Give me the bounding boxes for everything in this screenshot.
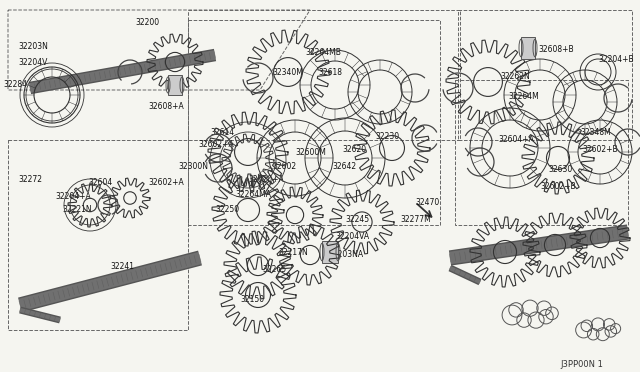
Text: 32204V: 32204V [18,58,47,67]
Text: 32203NA: 32203NA [328,250,363,259]
Text: 32602+A: 32602+A [198,140,234,149]
Text: 32204+A: 32204+A [55,192,91,201]
Text: 32620+A: 32620+A [248,175,284,184]
Text: 32230: 32230 [375,132,399,141]
Text: 32250: 32250 [215,205,239,214]
Text: 32265: 32265 [262,265,286,274]
Text: 32614: 32614 [210,128,234,137]
Bar [521,37,535,59]
Text: 32204VA: 32204VA [335,232,369,241]
Text: 32620: 32620 [342,145,366,154]
Text: 32262N: 32262N [500,72,530,81]
Text: 32264M: 32264M [508,92,539,101]
Text: 32618: 32618 [318,68,342,77]
Text: 32264MA: 32264MA [235,190,271,199]
Text: 32602+B: 32602+B [540,182,575,191]
Text: 32150: 32150 [240,295,264,304]
Text: 32245: 32245 [345,215,369,224]
Text: 32277M: 32277M [400,215,431,224]
Bar [455,80,628,225]
Text: 32203N: 32203N [18,42,48,51]
Bar [188,20,440,225]
Text: 32348M: 32348M [580,128,611,137]
Text: 32340M: 32340M [272,68,303,77]
Text: 32602+B: 32602+B [582,145,618,154]
Text: 32600M: 32600M [295,148,326,157]
Text: J3PP00N 1: J3PP00N 1 [560,360,603,369]
Text: 32204+B: 32204+B [598,55,634,64]
Text: 32604: 32604 [88,178,112,187]
Text: 32300N: 32300N [178,162,208,171]
Text: 32241: 32241 [110,262,134,271]
Text: 32608+B: 32608+B [538,45,573,54]
Text: 32642: 32642 [332,162,356,171]
Text: 32470: 32470 [415,198,439,207]
Text: 32284: 32284 [3,80,27,89]
Text: 32604+A: 32604+A [498,135,534,144]
Text: 32221N: 32221N [62,205,92,214]
Bar [168,75,182,95]
Bar [322,241,338,263]
Text: 32602: 32602 [272,162,296,171]
Text: 32272: 32272 [18,175,42,184]
Text: 32200: 32200 [135,18,159,27]
Bar [8,140,188,330]
Text: 32608+A: 32608+A [148,102,184,111]
Text: 32264MB: 32264MB [305,48,341,57]
Text: 32602+A: 32602+A [148,178,184,187]
Text: 32630: 32630 [548,165,572,174]
Text: 32217N: 32217N [278,248,308,257]
